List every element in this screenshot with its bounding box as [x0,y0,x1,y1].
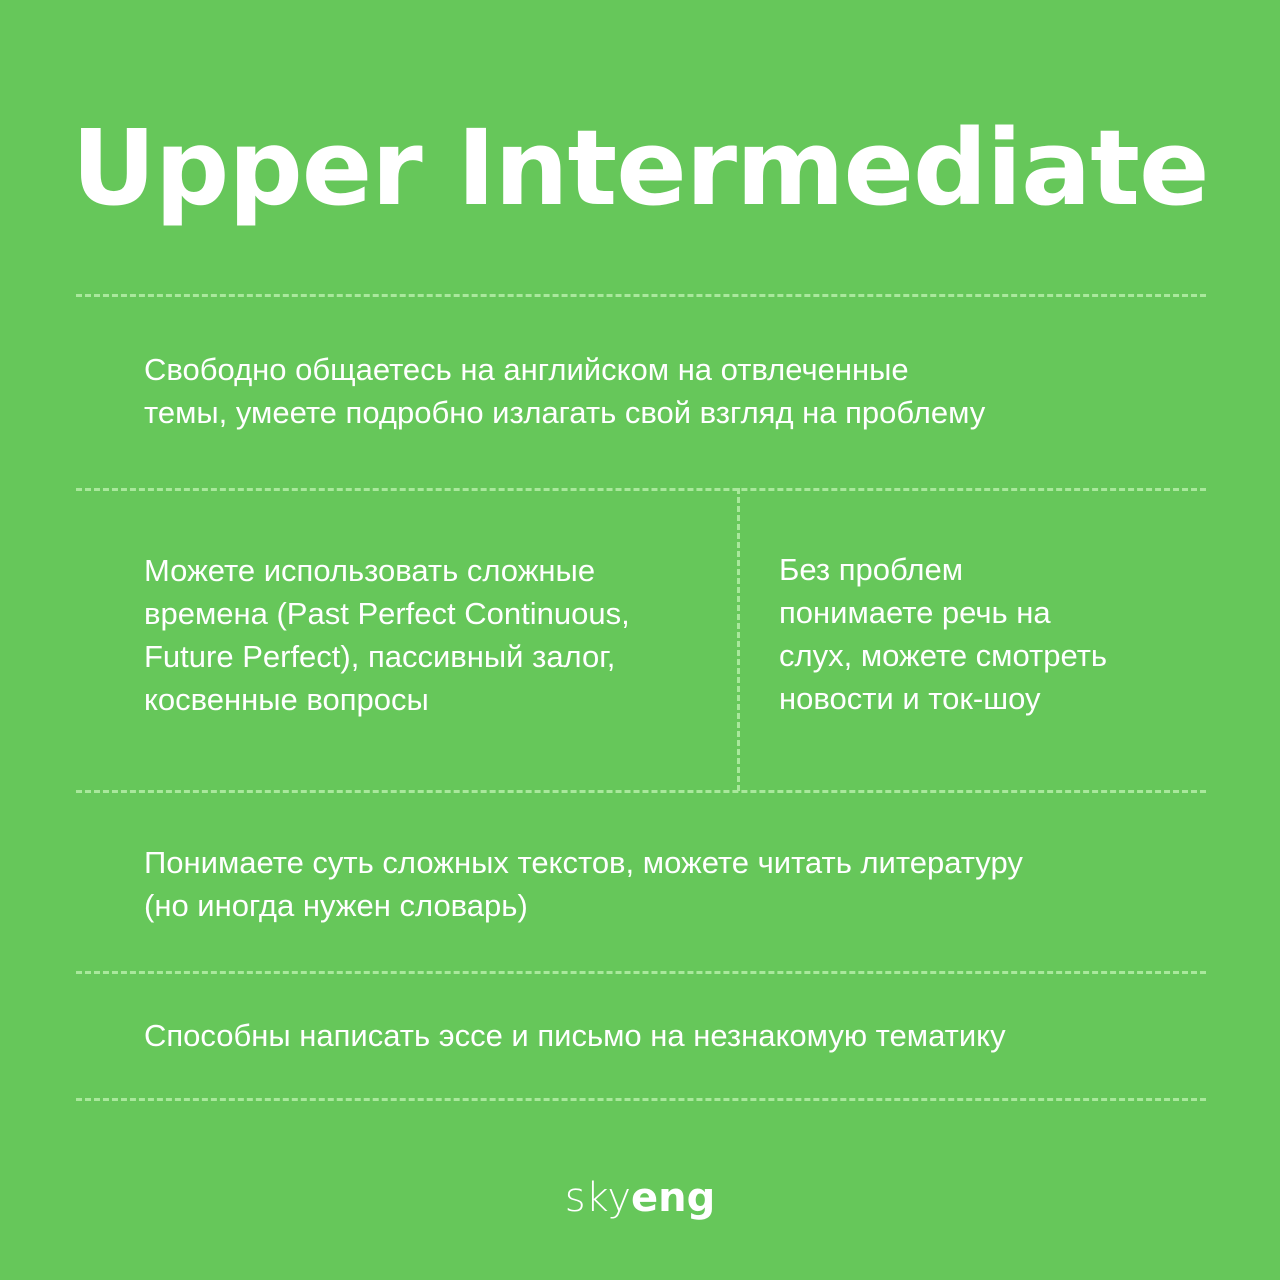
divider [76,971,1206,974]
vertical-divider [737,488,740,791]
skill-writing: Способны написать эссе и письмо на незна… [144,1018,1006,1053]
logo-part-eng: eng [631,1175,716,1221]
divider [76,294,1206,297]
page-title: Upper Intermediate [71,107,1209,229]
divider [76,488,1206,491]
logo-part-sky: sky [564,1175,631,1221]
skyeng-logo: skyeng [0,1170,1280,1226]
divider [76,1098,1206,1101]
skill-reading: Понимаете суть сложных текстов, можете ч… [144,845,1023,923]
divider [76,790,1206,793]
skill-grammar: Можете использовать сложные времена (Pas… [144,553,630,717]
skill-listening: Без проблем понимаете речь на слух, може… [779,552,1108,716]
skill-speaking: Свободно общаетесь на английском на отвл… [144,352,986,430]
